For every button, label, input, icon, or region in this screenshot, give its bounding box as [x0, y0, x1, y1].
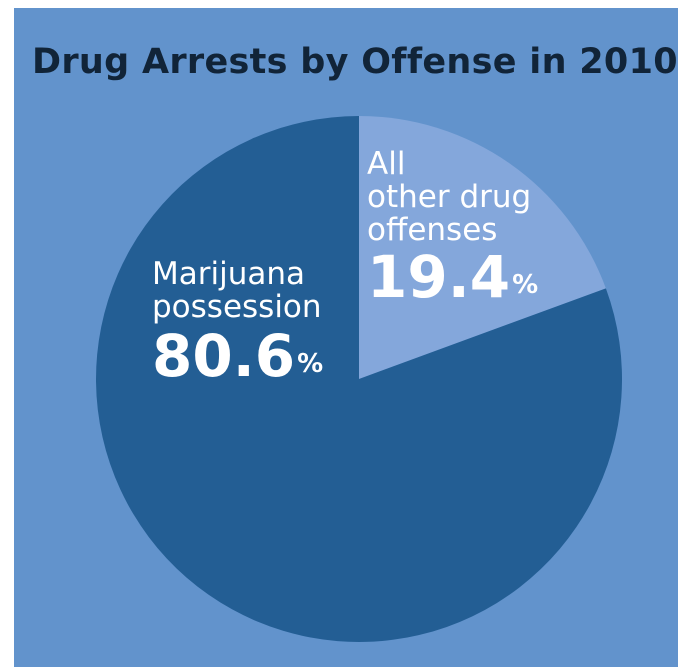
slice-name-line: Marijuana: [152, 256, 306, 292]
slice-name-line: offenses: [367, 212, 498, 248]
slice-label-marijuana-possession: Marijuana possession 80.6%: [152, 256, 323, 387]
chart-title: Drug Arrests by Offense in 2010: [32, 42, 678, 82]
pie-chart: [96, 116, 623, 642]
pie-slice-marijuana-possession: [96, 116, 623, 642]
slice-value-number: 19.4: [367, 243, 511, 311]
slice-value-label: 19.4%: [367, 247, 538, 307]
pie-slice-other-drug-offenses: [359, 116, 606, 379]
slice-value-number: 80.6: [152, 322, 296, 390]
chart-panel: Drug Arrests by Offense in 2010 Marijuan…: [14, 8, 678, 667]
slice-label-other-drug-offenses: All other drug offenses 19.4%: [367, 146, 538, 308]
percent-sign: %: [297, 349, 324, 379]
slice-name-line: possession: [152, 289, 322, 325]
slice-value-label: 80.6%: [152, 326, 323, 386]
slice-name-line: All: [367, 146, 406, 182]
slice-name-line: other drug: [367, 179, 532, 215]
percent-sign: %: [512, 270, 539, 300]
